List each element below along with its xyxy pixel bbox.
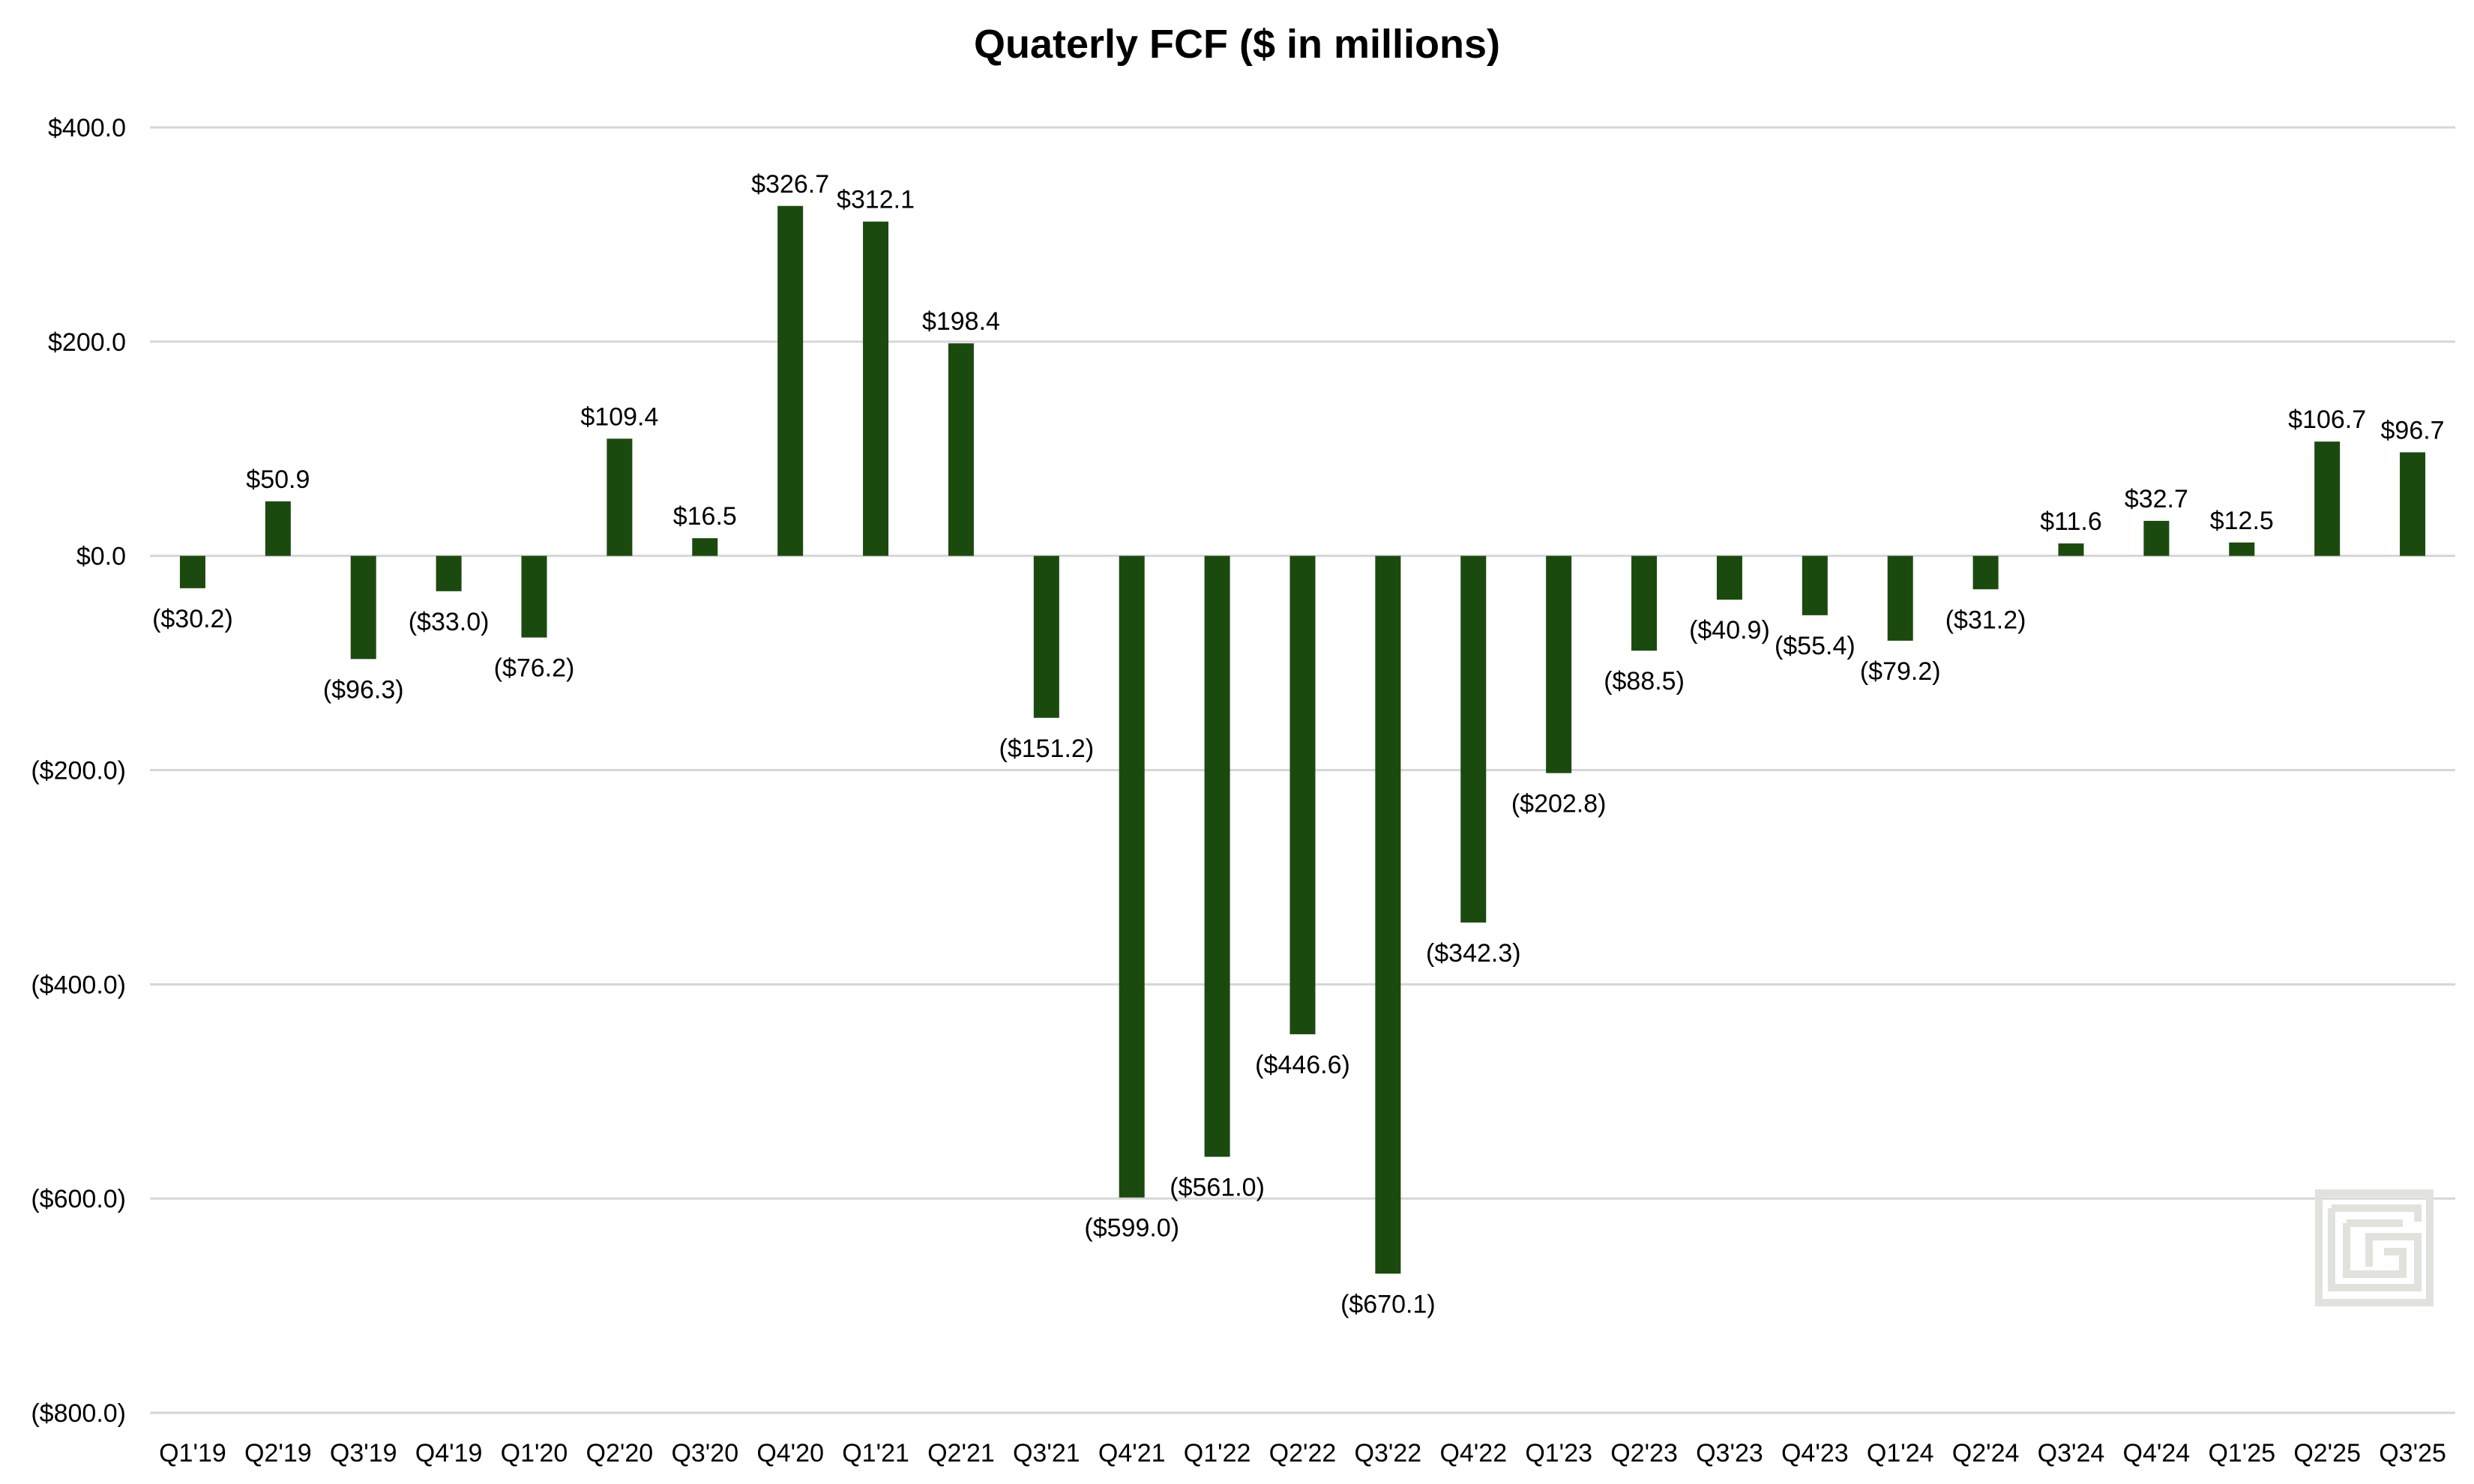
data-label: $11.6: [2040, 507, 2102, 536]
bars: [179, 205, 2426, 1274]
y-axis-ticks: $400.0 $200.0 $0.0 ($200.0) ($400.0) ($600.0)…: [31, 114, 126, 1428]
data-label: ($342.3): [1426, 939, 1521, 968]
data-label: ($561.0): [1170, 1173, 1265, 1201]
bar: [521, 555, 547, 638]
data-label: ($446.6): [1255, 1051, 1350, 1079]
data-label: ($76.2): [494, 654, 575, 683]
bar: [1289, 555, 1316, 1034]
x-tick-label: Q3'25: [2379, 1439, 2446, 1468]
bar: [2143, 520, 2170, 556]
x-tick-label: Q2'22: [1269, 1439, 1337, 1468]
bar: [350, 555, 376, 660]
y-tick-label: ($600.0): [31, 1185, 126, 1213]
bar: [692, 538, 718, 556]
bar: [1802, 555, 1828, 615]
data-label: ($30.2): [152, 605, 233, 633]
bar: [777, 205, 804, 556]
x-tick-label: Q2'21: [927, 1439, 995, 1468]
bar: [1460, 555, 1487, 923]
x-tick-label: Q4'24: [2123, 1439, 2191, 1468]
bar: [1375, 555, 1401, 1274]
data-label: ($33.0): [409, 608, 490, 636]
bar: [1887, 555, 1913, 641]
data-label: $16.5: [673, 502, 737, 531]
bar: [2058, 543, 2084, 556]
x-tick-label: Q4'21: [1098, 1439, 1166, 1468]
x-tick-label: Q1'21: [842, 1439, 909, 1468]
data-label: ($96.3): [323, 675, 404, 704]
x-tick-label: Q3'21: [1013, 1439, 1080, 1468]
bar: [2400, 452, 2426, 556]
x-tick-label: Q2'20: [586, 1439, 654, 1468]
data-label: ($40.9): [1689, 616, 1770, 645]
x-tick-label: Q4'23: [1781, 1439, 1849, 1468]
data-label: ($79.2): [1860, 657, 1941, 686]
x-tick-label: Q2'25: [2293, 1439, 2361, 1468]
y-tick-label: $0.0: [76, 543, 126, 571]
bar: [1546, 555, 1572, 773]
x-tick-label: Q2'24: [1952, 1439, 2020, 1468]
y-tick-label: ($200.0): [31, 757, 126, 785]
data-label: ($55.4): [1775, 632, 1856, 660]
data-label: $198.4: [922, 307, 1000, 336]
bar: [1716, 555, 1742, 600]
x-tick-label: Q1'20: [501, 1439, 568, 1468]
data-label: $109.4: [580, 402, 658, 431]
data-label: ($202.8): [1511, 790, 1607, 818]
x-tick-label: Q4'22: [1439, 1439, 1507, 1468]
data-label: $96.7: [2381, 416, 2445, 444]
bar: [265, 501, 291, 556]
bar: [1033, 555, 1059, 718]
x-tick-label: Q1'24: [1867, 1439, 1934, 1468]
bar: [1631, 555, 1658, 651]
x-tick-label: Q1'25: [2208, 1439, 2275, 1468]
x-tick-label: Q3'24: [2038, 1439, 2105, 1468]
watermark-logo-icon: [2315, 1189, 2434, 1306]
data-labels: ($30.2) $50.9 ($96.3) ($33.0)($76.2) $109.4 $…: [152, 170, 2445, 1319]
bar: [607, 438, 633, 556]
bar: [1204, 555, 1230, 1157]
bar: [2314, 441, 2341, 556]
data-label: $106.7: [2288, 405, 2366, 434]
bar: [179, 555, 205, 588]
data-label: ($670.1): [1340, 1290, 1436, 1318]
y-tick-label: ($800.0): [31, 1399, 126, 1428]
bar: [863, 221, 889, 556]
data-label: ($31.2): [1945, 606, 2026, 634]
x-tick-label: Q3'23: [1696, 1439, 1763, 1468]
bar: [1119, 555, 1145, 1198]
x-tick-label: Q2'23: [1610, 1439, 1678, 1468]
x-tick-label: Q3'22: [1355, 1439, 1422, 1468]
data-label: ($151.2): [999, 735, 1095, 763]
data-label: $50.9: [246, 465, 310, 494]
x-tick-label: Q2'19: [244, 1439, 312, 1468]
y-tick-label: $400.0: [48, 114, 126, 142]
data-label: $12.5: [2210, 507, 2274, 535]
x-tick-label: Q3'20: [671, 1439, 738, 1468]
data-label: $312.1: [837, 186, 915, 214]
x-tick-label: Q1'19: [159, 1439, 226, 1468]
bar: [2229, 542, 2255, 556]
data-label: ($599.0): [1084, 1214, 1179, 1243]
x-tick-label: Q1'22: [1184, 1439, 1251, 1468]
bar: [436, 555, 462, 591]
data-label: $326.7: [751, 170, 829, 199]
y-tick-label: $200.0: [48, 328, 126, 357]
x-tick-label: Q4'19: [415, 1439, 483, 1468]
x-tick-label: Q1'23: [1525, 1439, 1592, 1468]
x-tick-label: Q4'20: [756, 1439, 824, 1468]
x-axis-ticks: Q1'19 Q2'19 Q3'19 Q4'19 Q1'20 Q2'20 Q3'20 Q4'20…: [159, 1439, 2446, 1468]
data-label: ($88.5): [1604, 667, 1685, 696]
chart-title: Quaterly FCF ($ in millions): [973, 22, 1501, 67]
y-tick-label: ($400.0): [31, 971, 126, 999]
x-tick-label: Q3'19: [330, 1439, 397, 1468]
bar: [1972, 555, 1999, 590]
bar: [948, 343, 974, 556]
data-label: $32.7: [2125, 485, 2188, 513]
